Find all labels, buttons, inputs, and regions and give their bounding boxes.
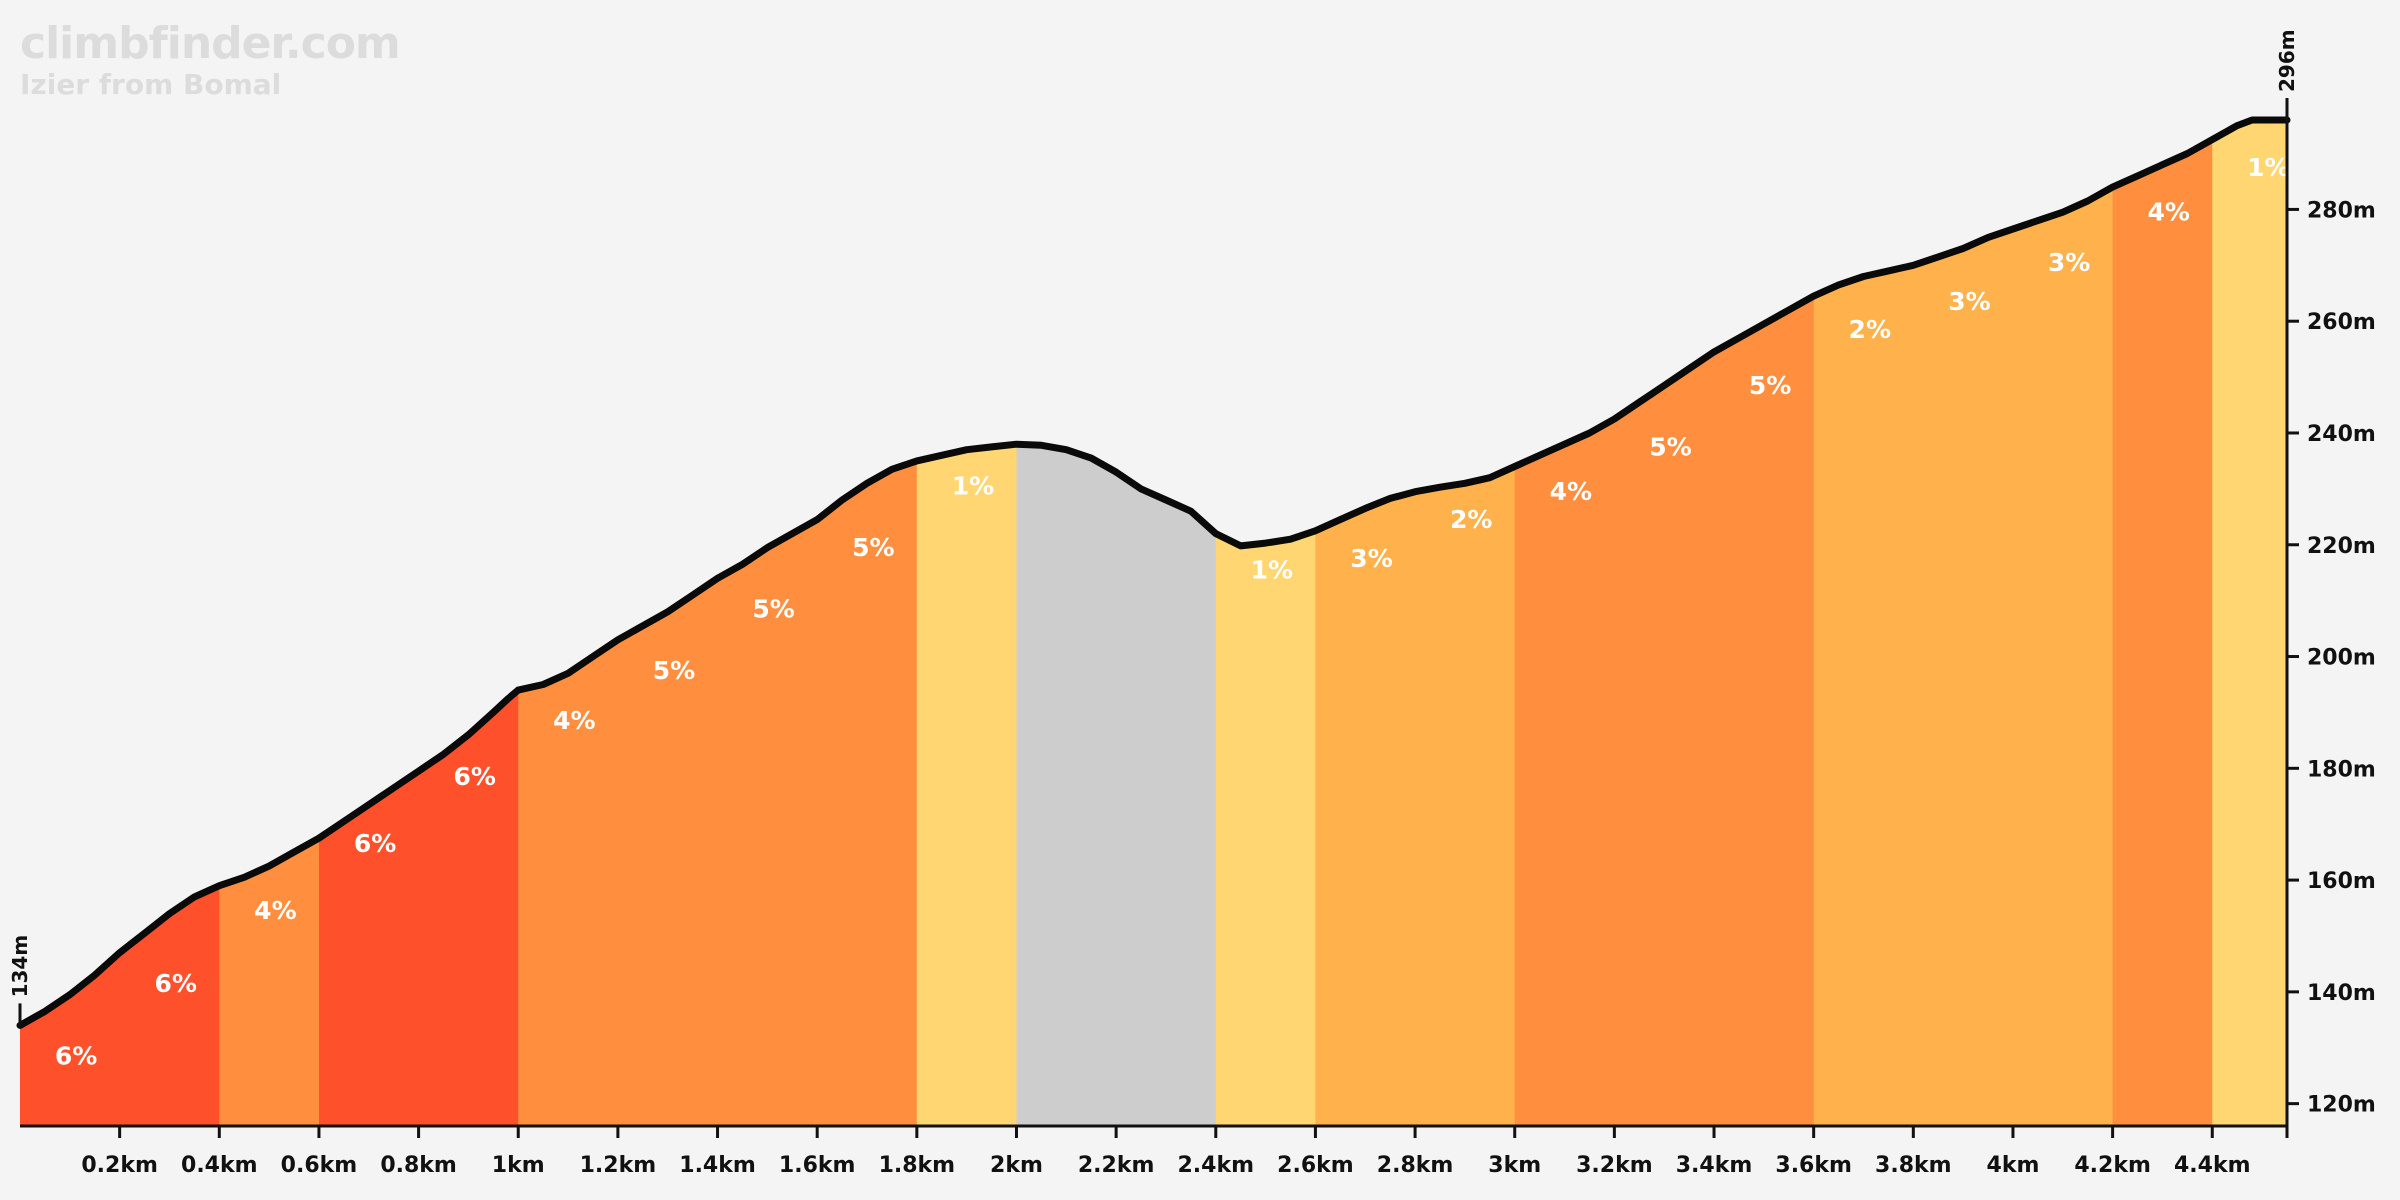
x-tick-label-21: 4.2km: [2074, 1153, 2151, 1178]
x-tick-label-2: 0.4km: [181, 1153, 258, 1178]
x-tick-label-8: 1.6km: [779, 1153, 856, 1178]
y-tick-label-8: 260m: [2307, 310, 2376, 335]
y-axis: 120m 140m 160m 180m 200m 220m 240m 260m 280m: [2285, 120, 2376, 1126]
site-logo-text: climbfinder.com: [20, 18, 401, 69]
grade-label-13: 2%: [1450, 505, 1492, 534]
x-tick-label-16: 3.2km: [1576, 1153, 1653, 1178]
grade-segment-5: [916, 120, 1017, 1126]
x-tick-label-9: 1.8km: [879, 1153, 956, 1178]
x-tick-label-4: 0.8km: [380, 1153, 457, 1178]
x-tick-label-15: 3km: [1488, 1153, 1541, 1178]
x-tick-label-11: 2.2km: [1078, 1153, 1155, 1178]
x-tick-label-19: 3.8km: [1875, 1153, 1952, 1178]
y-tick-label-9: 280m: [2307, 198, 2376, 223]
grade-label-18: 3%: [1948, 287, 1990, 316]
grade-label-5: 6%: [453, 762, 495, 791]
start-elevation-label: 134m: [8, 935, 32, 998]
x-tick-label-5: 1km: [492, 1153, 545, 1178]
grade-label-12: 3%: [1350, 544, 1392, 573]
grade-segment-9: [1514, 120, 1815, 1126]
grade-label-21: 1%: [2247, 153, 2289, 182]
grade-label-8: 5%: [752, 594, 794, 623]
grade-segment-6: [1016, 120, 1217, 1126]
grade-segment-7: [1215, 120, 1316, 1126]
y-tick-label-1: 120m: [2307, 1093, 2376, 1118]
grade-label-19: 3%: [2048, 248, 2090, 277]
x-tick-label-1: 0.2km: [81, 1153, 158, 1178]
x-tick-label-10: 2km: [990, 1153, 1043, 1178]
grade-label-7: 5%: [653, 656, 695, 685]
y-tick-label-6: 220m: [2307, 534, 2376, 559]
x-tick-label-18: 3.6km: [1775, 1153, 1852, 1178]
x-tick-label-17: 3.4km: [1676, 1153, 1753, 1178]
grade-label-15: 5%: [1649, 432, 1691, 461]
grade-label-14: 4%: [1550, 477, 1592, 506]
grade-label-2: 6%: [155, 969, 197, 998]
grade-label-9: 5%: [852, 533, 894, 562]
climb-name: Izier from Bomal: [20, 68, 282, 101]
y-tick-label-3: 160m: [2307, 869, 2376, 894]
grade-segment-10: [1813, 120, 2114, 1126]
grade-label-3: 4%: [254, 896, 296, 925]
grade-label-4: 6%: [354, 829, 396, 858]
grade-segment-4: [518, 120, 918, 1126]
x-axis: 0.2km 0.4km 0.6km 0.8km 1km 1.2km 1.4km 1.6km 1.…: [20, 1124, 2289, 1178]
grade-label-6: 4%: [553, 706, 595, 735]
elevation-line: [16, 116, 2291, 1029]
grade-segments: [20, 120, 2287, 1126]
grade-label-16: 5%: [1749, 371, 1791, 400]
grade-labels: 6% 6% 4% 6% 6% 4% 5% 5% 5% 1% 1% 3% 2% 4% 5% 5% 2% 3% 3% 4%…: [55, 153, 2290, 1071]
grade-segment-2: [219, 120, 320, 1126]
end-elevation-label: 296m: [2275, 29, 2299, 92]
x-tick-label-13: 2.6km: [1277, 1153, 1354, 1178]
grade-segment-3: [318, 120, 519, 1126]
x-tick-label-3: 0.6km: [281, 1153, 358, 1178]
x-tick-label-6: 1.2km: [580, 1153, 657, 1178]
grade-label-10: 1%: [952, 471, 994, 500]
x-tick-label-7: 1.4km: [679, 1153, 756, 1178]
x-tick-label-14: 2.8km: [1377, 1153, 1454, 1178]
x-tick-label-20: 4km: [1987, 1153, 2040, 1178]
grade-label-20: 4%: [2147, 198, 2189, 227]
grade-segment-12: [2212, 120, 2287, 1126]
grade-segment-11: [2112, 120, 2213, 1126]
x-tick-label-12: 2.4km: [1178, 1153, 1255, 1178]
x-tick-label-22: 4.4km: [2174, 1153, 2251, 1178]
y-tick-label-7: 240m: [2307, 422, 2376, 447]
grade-label-1: 6%: [55, 1042, 97, 1071]
grade-label-17: 2%: [1849, 315, 1891, 344]
y-tick-label-5: 200m: [2307, 646, 2376, 671]
grade-segment-8: [1315, 120, 1516, 1126]
y-tick-label-2: 140m: [2307, 981, 2376, 1006]
end-markers: 134m 296m: [8, 29, 2299, 1026]
y-tick-label-4: 180m: [2307, 757, 2376, 782]
grade-label-11: 1%: [1251, 555, 1293, 584]
